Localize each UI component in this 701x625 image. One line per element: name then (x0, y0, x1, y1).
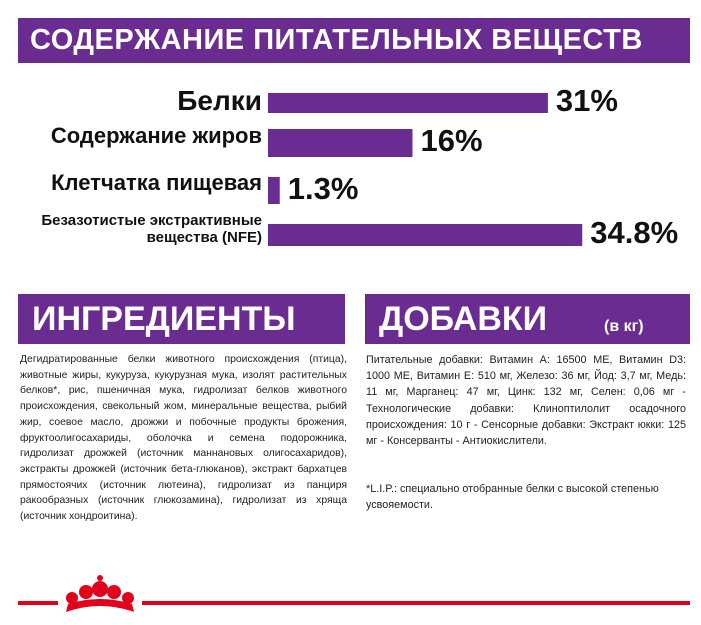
logo-crown-lobe (107, 585, 121, 599)
category-label: Содержание жиров (50, 123, 262, 148)
logo-crown-lobe (122, 592, 134, 604)
bar (268, 129, 413, 157)
logo (18, 575, 690, 612)
logo-line (142, 601, 690, 605)
logo-crown-lobe (79, 585, 93, 599)
bar (268, 224, 583, 246)
logo-crown-lobe (92, 581, 108, 597)
logo-crown-base (66, 599, 134, 612)
category-label: Безазотистые экстрактивные вещества (NFE… (41, 212, 262, 247)
ingredients-title: ИНГРЕДИЕНТЫ (18, 294, 345, 344)
logo-crown-top (97, 575, 103, 581)
category-label: Клетчатка пищевая (51, 170, 262, 195)
additives-unit: (в кг) (604, 318, 644, 335)
category-label: Белки (177, 85, 262, 116)
additives-note: *L.I.P.: специально отобранные белки с в… (366, 483, 659, 512)
value-label: 16% (420, 123, 483, 158)
bar (268, 93, 548, 113)
value-label: 31% (555, 83, 618, 118)
chart-title: СОДЕРЖАНИЕ ПИТАТЕЛЬНЫХ ВЕЩЕСТВ (18, 18, 690, 63)
value-label: 34.8% (590, 215, 679, 250)
logo-crown-lobe (66, 592, 78, 604)
value-label: 1.3% (287, 170, 359, 206)
ingredients-text: Дегидратированные белки животного происх… (20, 354, 347, 523)
bar (268, 177, 280, 204)
additives-text: Питательные добавки: Витамин А: 16500 МЕ… (366, 354, 686, 448)
logo-line (18, 601, 58, 605)
additives-title: ДОБАВКИ (365, 294, 690, 344)
